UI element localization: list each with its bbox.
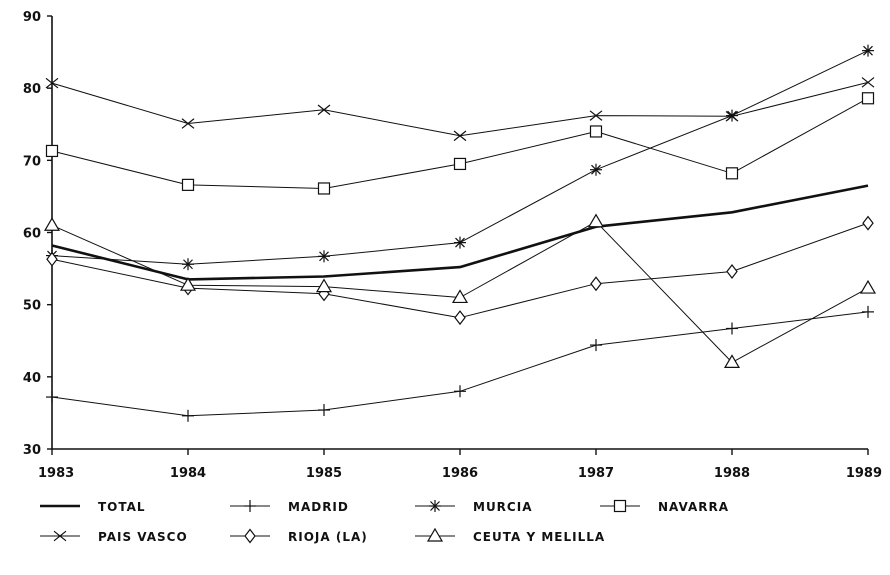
legend-item-madrid: MADRID [230,500,349,514]
data-point-navarra [45,144,59,158]
series-lines [43,44,877,422]
y-tick-label: 30 [23,443,41,458]
data-point-ceuta-y-melilla [587,213,605,228]
series-line-navarra [51,97,869,189]
y-tick-label: 70 [23,154,41,169]
x-tick-label: 1985 [306,466,342,481]
data-point-pais-vasco [317,104,331,116]
legend-label: PAIS VASCO [98,530,188,544]
legend-item-murcia: MURCIA [415,500,532,514]
data-point-navarra [453,157,467,171]
data-point-madrid [454,385,466,398]
legend-marker [244,528,256,544]
data-point-navarra [725,167,739,180]
data-point-murcia [590,163,602,176]
series-line-total [51,184,869,281]
y-tick-label: 60 [23,227,41,242]
data-point-pais-vasco [589,110,603,121]
data-point-pais-vasco [725,111,739,122]
data-point-madrid [318,404,330,417]
series-total [51,184,869,281]
legend-item-navarra: NAVARRA [600,499,729,514]
series-pais-vasco [45,77,875,142]
data-point-rioja-la [862,215,874,231]
legend-item-total: TOTAL [40,500,146,514]
data-point-rioja-la [590,276,602,292]
legend-label: MADRID [288,500,349,514]
x-tick-label: 1987 [578,466,614,481]
data-point-navarra [589,125,603,138]
data-point-madrid [590,339,602,352]
legend-marker [429,500,441,512]
axes: 30 40 50 60 70 80 90 1983 1984 1985 1986 1987 1988 19… [23,10,882,481]
x-tick-label: 1988 [714,466,750,481]
data-point-madrid [182,409,194,422]
data-point-pais-vasco [861,77,875,88]
data-point-murcia [318,250,330,263]
data-point-navarra [181,178,195,191]
legend-label: CEUTA Y MELILLA [473,530,605,544]
series-ceuta-y-melilla [43,213,877,368]
legend-label: NAVARRA [658,500,729,514]
data-point-murcia [454,236,466,249]
data-point-pais-vasco [181,118,195,129]
legend-label: MURCIA [473,500,532,514]
legend-label: TOTAL [98,500,146,514]
data-point-navarra [317,182,331,195]
series-rioja-la [46,215,874,326]
data-point-murcia [862,44,874,57]
series-line-madrid [51,311,869,417]
legend-item-rioja-la: RIOJA (LA) [230,528,368,544]
y-tick-label: 80 [23,82,41,97]
series-line-murcia [51,50,869,265]
data-point-ceuta-y-melilla [723,354,741,368]
legend-marker [613,499,627,513]
series-navarra [45,92,875,195]
legend: TOTAL MADRID MURCIA NAVARRA PAIS VASCO RIOJA … [40,499,729,544]
x-tick-label: 1989 [846,466,882,481]
data-point-madrid [46,391,58,404]
x-tick-label: 1986 [442,466,478,481]
series-madrid [46,305,874,422]
y-tick-label: 40 [23,371,41,386]
legend-item-pais-vasco: PAIS VASCO [40,530,188,544]
y-tick-label: 90 [23,10,41,25]
legend-marker [53,530,67,542]
x-tick-label: 1984 [170,466,206,481]
x-tick-label: 1983 [38,466,74,481]
legend-item-ceuta-y-melilla: CEUTA Y MELILLA [415,527,605,544]
y-tick-label: 50 [23,299,41,314]
data-point-ceuta-y-melilla [315,278,333,293]
data-point-murcia [182,258,194,271]
series-murcia [46,44,874,271]
data-point-madrid [726,322,738,335]
data-point-ceuta-y-melilla [451,289,469,304]
data-point-pais-vasco [453,130,467,142]
data-point-pais-vasco [45,77,59,89]
data-point-rioja-la [46,251,58,267]
data-point-navarra [861,92,875,105]
data-point-madrid [862,305,874,318]
data-point-rioja-la [726,263,738,279]
legend-marker [244,500,256,512]
data-point-ceuta-y-melilla [179,276,197,291]
data-point-rioja-la [454,310,466,326]
data-point-ceuta-y-melilla [859,279,877,294]
data-point-ceuta-y-melilla [43,217,61,231]
legend-label: RIOJA (LA) [288,530,368,544]
legend-marker [426,527,444,542]
